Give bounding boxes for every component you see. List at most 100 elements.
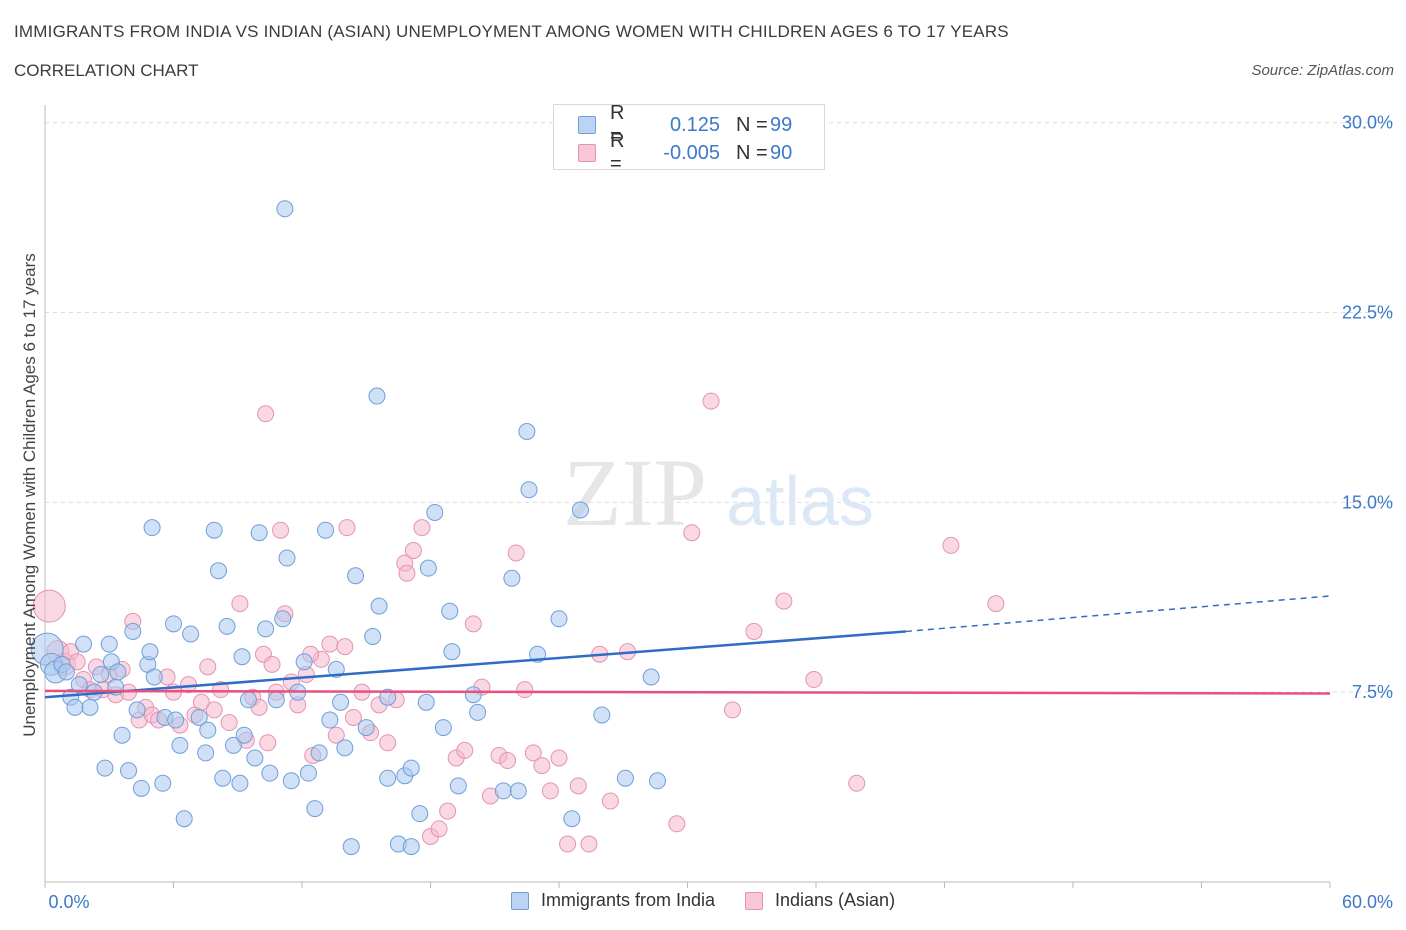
india-point (167, 711, 185, 729)
india-point (132, 779, 150, 797)
india-point (171, 736, 189, 754)
india-point (616, 769, 634, 787)
indians-asian-point (32, 589, 66, 623)
x-tick-label: 0.0% (48, 892, 89, 912)
india-point (209, 562, 227, 580)
india-point (342, 838, 360, 856)
legend-item-indians-asian[interactable]: Indians (Asian) (745, 890, 895, 911)
india-point (550, 610, 568, 628)
indians-asian-point (398, 564, 416, 582)
india-point (469, 703, 487, 721)
india-point (299, 764, 317, 782)
india-point (441, 602, 459, 620)
india-point (364, 627, 382, 645)
indians-asian-point (344, 708, 362, 726)
indians-asian-point (683, 524, 701, 542)
indians-asian-point (327, 726, 345, 744)
r-label: R = (610, 102, 625, 147)
indians-asian-point (413, 519, 431, 537)
indians-asian-point (464, 615, 482, 633)
indians-asian-point (220, 714, 238, 732)
indians-asian-point (848, 774, 866, 792)
indians-asian-point (430, 820, 448, 838)
indians-asian-point (321, 635, 339, 653)
indians-asian-point (336, 638, 354, 656)
india-point (494, 782, 512, 800)
india-point (368, 387, 386, 405)
indians-asian-point (439, 802, 457, 820)
watermark: ZIP atlas (563, 439, 874, 546)
indians-asian-point (499, 752, 517, 770)
india-point (143, 519, 161, 537)
source-label: Source: ZipAtlas.com (1251, 62, 1394, 79)
india-point (250, 524, 268, 542)
india-point (190, 708, 208, 726)
indians-asian-trend-line (44, 689, 1331, 695)
india-point (199, 721, 217, 739)
india-point (231, 774, 249, 792)
india-point (218, 617, 236, 635)
india-point (426, 503, 444, 521)
india-point (120, 762, 138, 780)
india-point (419, 559, 437, 577)
india-point (571, 501, 589, 519)
indians-asian-point (231, 595, 249, 613)
india-point (518, 422, 536, 440)
india-trend-extension (905, 595, 1331, 633)
indians-asian-point (263, 655, 281, 673)
india-point (370, 597, 388, 615)
india-point (464, 686, 482, 704)
indians-asian-point (507, 544, 525, 562)
legend-item-india[interactable]: Immigrants from India (510, 890, 715, 911)
indians-asian-point (259, 734, 277, 752)
swatch-indians-asian (745, 891, 763, 910)
india-point (332, 693, 350, 711)
india-point (642, 668, 660, 686)
india-point (182, 625, 200, 643)
india-point (449, 777, 467, 795)
india-point (282, 772, 300, 790)
india-point (239, 691, 257, 709)
india-point (257, 620, 275, 638)
r-value: -0.005 (663, 141, 720, 164)
indians-asian-point (541, 782, 559, 800)
indians-asian-point (524, 744, 542, 762)
india-trend-line (44, 630, 907, 699)
india-point (306, 800, 324, 818)
india-point (109, 663, 127, 681)
india-point (197, 744, 215, 762)
indians-asian-point (775, 592, 793, 610)
india-point (165, 615, 182, 633)
indians-asian-point (516, 681, 534, 699)
india-point (443, 643, 461, 661)
indians-asian-point (205, 701, 223, 719)
india-point (124, 622, 142, 640)
india-point (649, 772, 667, 790)
indians-asian-point (702, 392, 720, 410)
india-point (336, 739, 354, 757)
india-point (310, 744, 328, 762)
indians-asian-point (533, 757, 551, 775)
indians-asian-point (272, 521, 290, 539)
india-point (70, 676, 88, 694)
india-point (235, 726, 253, 744)
stats-row-indians-asian: R = -0.005 N = 90 (578, 130, 793, 175)
n-value: 99 (770, 113, 793, 136)
india-point (503, 569, 521, 587)
india-point (509, 782, 527, 800)
y-tick-label: 15.0% (1342, 492, 1393, 512)
india-point (145, 668, 163, 686)
india-point (175, 810, 193, 828)
indians-asian-point (404, 541, 422, 559)
india-point (278, 549, 296, 567)
y-tick-label: 7.5% (1352, 682, 1393, 702)
y-tick-label: 22.5% (1342, 303, 1393, 323)
indians-asian-point (723, 701, 741, 719)
n-value: 90 (770, 141, 793, 164)
india-point (520, 481, 538, 499)
indians-asian-point (569, 777, 587, 795)
trend-lines (44, 595, 1331, 699)
indians-asian-point (550, 749, 568, 767)
india-point (261, 764, 279, 782)
